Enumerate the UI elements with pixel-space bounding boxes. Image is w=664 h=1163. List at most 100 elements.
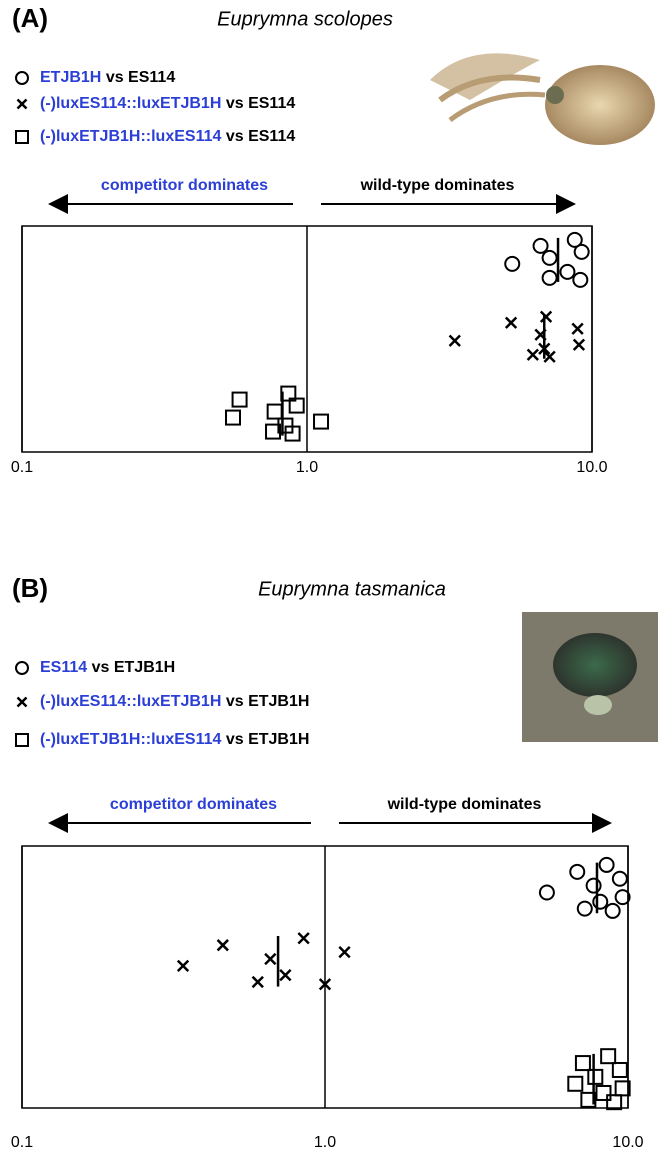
marker-cross xyxy=(16,98,28,110)
legend-versus: vs ES114 xyxy=(226,128,296,145)
marker xyxy=(15,130,29,144)
legend-versus: vs ETJB1H xyxy=(92,659,176,676)
legend-name: (-)luxETJB1H::luxES114 xyxy=(40,128,221,145)
marker xyxy=(279,968,292,982)
marker-cross xyxy=(279,968,292,982)
marker-square xyxy=(606,1094,623,1111)
marker-cross xyxy=(176,959,190,973)
marker xyxy=(448,334,461,347)
marker-square xyxy=(580,1091,597,1108)
marker xyxy=(284,425,301,442)
marker xyxy=(225,409,242,426)
marker-circle xyxy=(569,863,586,880)
x-tick-label: 0.1 xyxy=(11,459,33,476)
marker xyxy=(338,945,351,959)
marker xyxy=(16,696,28,708)
marker xyxy=(614,889,631,906)
marker xyxy=(572,338,586,351)
marker-cross xyxy=(448,334,461,347)
marker xyxy=(573,243,590,260)
marker xyxy=(541,269,558,286)
marker-circle xyxy=(541,269,558,286)
marker-cross xyxy=(16,696,28,708)
marker xyxy=(566,231,583,248)
marker-square xyxy=(587,1068,604,1085)
marker-cross xyxy=(297,932,310,945)
marker xyxy=(606,1094,623,1111)
arrow-label-right: wild-type dominates xyxy=(360,177,515,194)
marker xyxy=(313,413,330,430)
marker-square xyxy=(288,397,305,414)
marker-cross xyxy=(571,322,584,335)
panel-label: (B) xyxy=(12,573,48,603)
marker-square xyxy=(313,413,330,430)
marker-circle xyxy=(538,884,555,901)
legend-name: (-)luxETJB1H::luxES114 xyxy=(40,731,221,748)
marker xyxy=(504,255,521,272)
marker xyxy=(574,1055,591,1072)
arrow-label-left: competitor dominates xyxy=(101,177,268,194)
marker xyxy=(251,975,264,989)
marker xyxy=(216,939,229,952)
marker-circle xyxy=(592,893,609,910)
marker-circle xyxy=(576,900,593,917)
chart-title: Euprymna tasmanica xyxy=(258,578,446,600)
marker xyxy=(614,1080,631,1097)
legend-versus: vs ETJB1H xyxy=(226,731,310,748)
arrow-label-right: wild-type dominates xyxy=(387,796,542,813)
marker-square xyxy=(266,403,283,420)
marker-square xyxy=(225,409,242,426)
marker-square xyxy=(15,733,29,747)
marker-square xyxy=(567,1075,584,1092)
marker-circle xyxy=(566,231,583,248)
marker-circle xyxy=(604,902,621,919)
x-tick-label: 1.0 xyxy=(314,1134,336,1151)
legend-versus: vs ES114 xyxy=(226,95,296,112)
marker xyxy=(16,98,28,110)
legend-name: (-)luxES114::luxETJB1H xyxy=(40,693,221,710)
x-tick-label: 0.1 xyxy=(11,1134,33,1151)
marker xyxy=(532,237,549,254)
marker-cross xyxy=(216,939,229,952)
legend-name: ES114 xyxy=(40,659,87,676)
marker xyxy=(288,397,305,414)
marker xyxy=(604,902,621,919)
marker-square xyxy=(284,425,301,442)
legend-name: ETJB1H xyxy=(40,69,101,86)
marker-square xyxy=(614,1080,631,1097)
marker-cross xyxy=(526,348,539,361)
legend-versus: vs ETJB1H xyxy=(226,693,310,710)
chart-title: Euprymna scolopes xyxy=(217,8,393,30)
marker xyxy=(572,271,589,288)
marker xyxy=(585,877,602,894)
marker xyxy=(592,893,609,910)
marker xyxy=(567,1075,584,1092)
marker xyxy=(504,316,518,329)
legend-entry: ETJB1H vs ES114 xyxy=(40,69,175,86)
marker xyxy=(15,733,29,747)
marker xyxy=(526,348,539,361)
marker-square xyxy=(574,1055,591,1072)
arrow-label-left: competitor dominates xyxy=(110,796,277,813)
marker-square xyxy=(15,130,29,144)
marker xyxy=(231,391,248,408)
marker-cross xyxy=(543,350,556,363)
marker-circle xyxy=(559,263,576,280)
marker xyxy=(569,863,586,880)
marker-cross xyxy=(504,316,518,329)
marker xyxy=(559,263,576,280)
legend-entry: (-)luxETJB1H::luxES114 vs ES114 xyxy=(40,128,295,145)
x-tick-label: 10.0 xyxy=(612,1134,643,1151)
legend-versus: vs ES114 xyxy=(106,69,176,86)
photo-tasmanica xyxy=(522,612,658,742)
marker xyxy=(539,310,553,323)
x-tick-label: 1.0 xyxy=(296,459,318,476)
marker xyxy=(611,1061,628,1078)
marker-square xyxy=(600,1048,617,1065)
marker xyxy=(176,959,190,973)
marker-cross xyxy=(338,945,351,959)
marker-cross xyxy=(318,978,332,991)
marker xyxy=(297,932,310,945)
marker xyxy=(541,249,558,266)
